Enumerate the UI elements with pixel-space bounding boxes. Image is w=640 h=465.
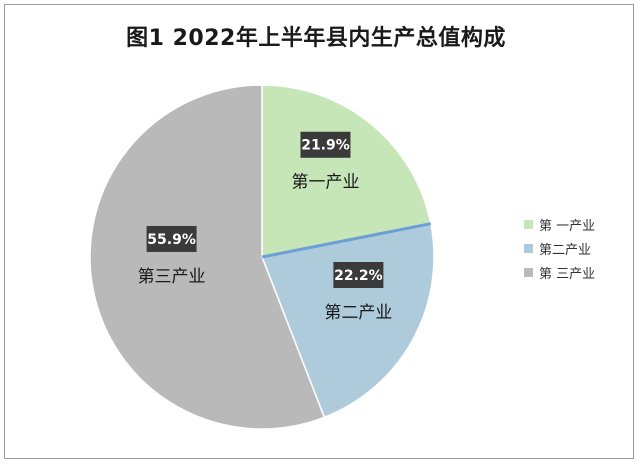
legend-label-1: 第 一产业 xyxy=(539,218,596,234)
data-label-category-2: 第二产业 xyxy=(324,303,392,323)
data-label-badge-2 xyxy=(333,261,384,288)
chart-legend: 第 一产业第二产业第 三产业 xyxy=(524,212,595,284)
data-label-badge-1 xyxy=(300,131,351,158)
legend-swatch-3 xyxy=(524,267,533,277)
data-label-percent-1: 21.9% xyxy=(301,138,350,154)
legend-label-2: 第二产业 xyxy=(539,242,592,258)
legend-label-3: 第 三产业 xyxy=(539,266,596,282)
pie-slice-3 xyxy=(89,84,326,430)
chart-title: 图1 2022年上半年县内生产总值构成 xyxy=(126,26,506,51)
legend-item-3: 第 三产业 xyxy=(524,260,595,284)
pie-slice-2 xyxy=(260,222,435,419)
legend-item-1: 第 一产业 xyxy=(524,212,595,236)
legend-swatch-2 xyxy=(524,243,533,253)
data-label-category-1: 第一产业 xyxy=(292,173,360,193)
legend-swatch-1 xyxy=(524,219,533,229)
data-label-percent-3: 55.9% xyxy=(147,232,196,248)
legend-item-2: 第二产业 xyxy=(524,236,595,260)
data-label-category-3: 第三产业 xyxy=(138,267,206,287)
data-label-percent-2: 22.2% xyxy=(334,268,383,284)
slice-divider xyxy=(261,222,432,259)
pie-slice-1 xyxy=(261,84,432,258)
data-label-badge-3 xyxy=(146,225,197,252)
